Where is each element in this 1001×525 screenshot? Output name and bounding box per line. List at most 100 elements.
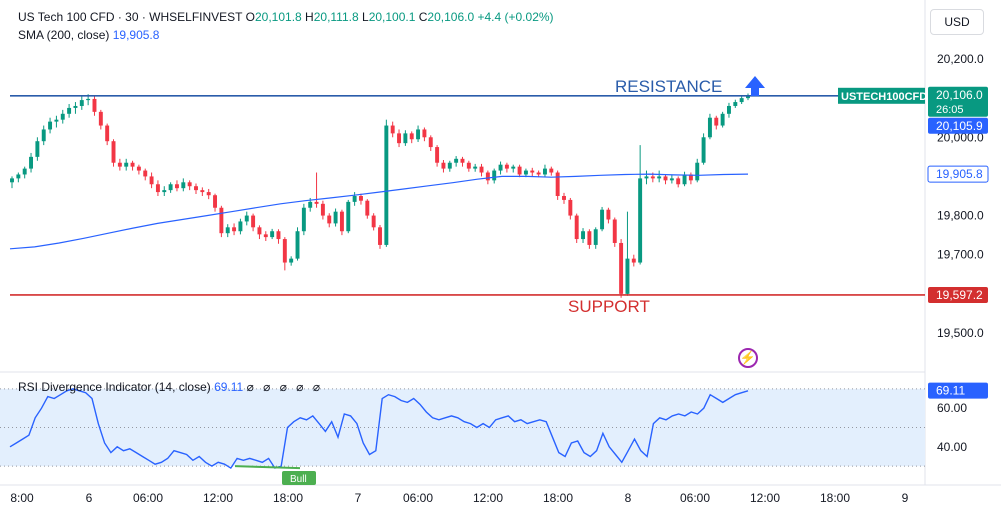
- symbol-header: US Tech 100 CFD · 30 · WHSELFINVEST O20,…: [18, 10, 554, 24]
- time-tick-label: 18:00: [273, 491, 303, 505]
- candle-body: [403, 133, 408, 144]
- lightning-icon[interactable]: ⚡: [738, 348, 758, 368]
- candle-body: [79, 100, 84, 106]
- candle-body: [460, 158, 465, 163]
- sma-tag-bg: [927, 165, 989, 183]
- currency-button[interactable]: USD: [930, 9, 984, 35]
- candle-body: [638, 178, 643, 263]
- candle-body: [536, 172, 541, 175]
- last-price-text: 20,106.0: [936, 88, 983, 102]
- candle-body: [650, 176, 655, 179]
- candle-body: [270, 231, 275, 238]
- candle-body: [555, 172, 560, 196]
- price-tick-label: 20,200.0: [937, 52, 984, 66]
- candle-body: [225, 227, 230, 234]
- candle-body: [54, 119, 59, 122]
- candle-body: [593, 229, 598, 245]
- candle-body: [22, 168, 27, 175]
- close-label: C: [418, 10, 428, 24]
- candle-body: [219, 207, 224, 234]
- candle-body: [707, 117, 712, 138]
- candle-body: [466, 162, 471, 169]
- time-tick-label: 9: [902, 491, 909, 505]
- candle-body: [498, 164, 503, 171]
- candle-body: [67, 107, 72, 114]
- candle-body: [346, 201, 351, 232]
- countdown-text: 26:05: [936, 104, 964, 116]
- rsi-title: RSI Divergence Indicator (14, close): [18, 380, 211, 394]
- candle-body: [98, 111, 103, 126]
- candle-body: [714, 117, 719, 126]
- candle-body: [314, 201, 319, 204]
- rsi-legend[interactable]: RSI Divergence Indicator (14, close) 69.…: [18, 380, 323, 394]
- candle-body: [473, 166, 478, 169]
- bid-price-text: 20,105.9: [936, 119, 983, 133]
- candle-body: [416, 129, 421, 140]
- rsi-axis-label: 40.00: [937, 440, 967, 454]
- symbol-tag-text: USTECH100CFD: [841, 91, 927, 103]
- candle-body: [130, 162, 135, 167]
- candle-body: [428, 137, 433, 148]
- candle-body: [200, 190, 205, 193]
- candle-body: [384, 125, 389, 245]
- sma-legend[interactable]: SMA (200, close) 19,905.8: [18, 28, 159, 42]
- candle-body: [187, 182, 192, 187]
- candle-body: [733, 102, 738, 106]
- candle-body: [92, 98, 97, 112]
- symbol-tag-bg: [838, 87, 925, 104]
- candle-body: [435, 147, 440, 163]
- rsi-line: [9, 388, 749, 470]
- symbol-name[interactable]: US Tech 100 CFD · 30 · WHSELFINVEST: [18, 10, 243, 24]
- candle-body: [454, 158, 459, 163]
- candle-body: [16, 174, 21, 179]
- sma-line: [9, 173, 749, 250]
- time-tick-label: 18:00: [543, 491, 573, 505]
- rsi-value: 69.11: [214, 380, 244, 394]
- candle-body: [587, 231, 592, 245]
- candle-body: [562, 196, 566, 200]
- low-label: L: [362, 10, 369, 24]
- candle-body: [327, 215, 332, 224]
- candle-body: [726, 105, 731, 114]
- candle-body: [308, 201, 313, 208]
- time-tick-label: 7: [355, 491, 362, 505]
- candle-body: [485, 172, 490, 181]
- candle-body: [155, 184, 160, 193]
- candle-body: [251, 215, 256, 228]
- candle-body: [619, 242, 624, 294]
- candle-body: [371, 215, 376, 228]
- candle-body: [194, 186, 198, 191]
- candle-body: [739, 98, 744, 103]
- candle-body: [206, 192, 211, 196]
- candle-body: [352, 196, 357, 202]
- candle-body: [720, 113, 725, 126]
- candle-body: [409, 133, 414, 140]
- sma-label: SMA (200, close): [18, 28, 110, 42]
- candle-body: [162, 190, 167, 193]
- candle-body: [644, 176, 649, 179]
- support-tag-text: 19,597.2: [936, 288, 983, 302]
- candle-body: [378, 227, 382, 245]
- high-value: 20,111.8: [313, 10, 359, 24]
- sma-value: 19,905.8: [112, 28, 160, 42]
- candle-body: [339, 211, 344, 232]
- candle-body: [149, 176, 154, 185]
- support-tag-bg: [928, 286, 988, 303]
- time-tick-label: 18:00: [820, 491, 850, 505]
- candle-body: [631, 258, 636, 263]
- candle-body: [701, 137, 706, 163]
- last-price-tag-bg: [928, 86, 988, 117]
- candle-body: [60, 113, 65, 120]
- candle-body: [117, 162, 122, 167]
- candle-body: [86, 98, 91, 101]
- candle-body: [397, 133, 402, 144]
- rsi-value-tag-bg: [928, 382, 988, 399]
- time-tick-label: 12:00: [473, 491, 503, 505]
- candle-body: [276, 231, 281, 240]
- candle-body: [669, 178, 674, 181]
- rsi-settings-dots: ⌀ ⌀ ⌀ ⌀ ⌀: [246, 380, 324, 394]
- candle-body: [676, 178, 681, 185]
- candle-body: [365, 200, 370, 216]
